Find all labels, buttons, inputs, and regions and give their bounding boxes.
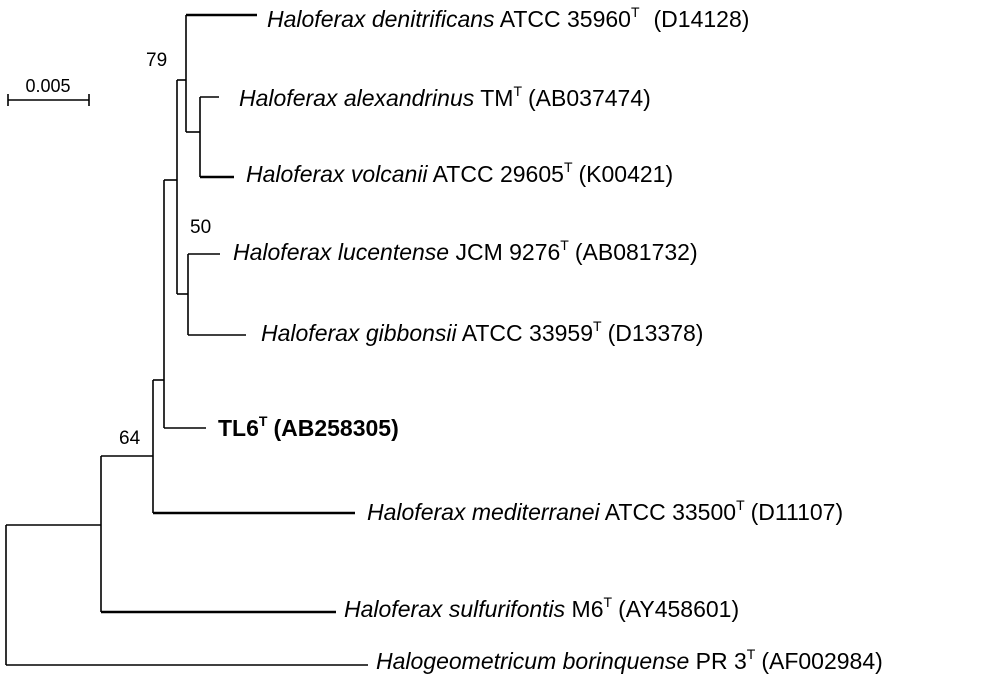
taxon-label-volcanii: Haloferax volcanii ATCC 29605T (K00421): [246, 159, 673, 187]
bootstrap-values: 79 50 64: [119, 50, 211, 449]
tree-branches: [5, 13, 368, 666]
taxon-label-denitrificans: Haloferax denitrificans ATCC 35960T (D141…: [267, 4, 749, 32]
scale-bar-label: 0.005: [25, 76, 70, 96]
taxon-label-mediterranei: Haloferax mediterranei ATCC 33500T (D1110…: [367, 497, 843, 525]
taxon-label-borinquense: Halogeometricum borinquense PR 3T (AF0029…: [376, 646, 883, 674]
taxon-label-lucentense: Haloferax lucentense JCM 9276T (AB081732): [233, 237, 698, 265]
taxon-label-sulfurifontis: Haloferax sulfurifontis M6T (AY458601): [344, 594, 739, 622]
bootstrap-64: 64: [119, 428, 141, 449]
taxon-label-alexandrinus: Haloferax alexandrinus TMT (AB037474): [239, 83, 651, 111]
bootstrap-79: 79: [146, 50, 167, 71]
scale-bar: 0.005: [7, 76, 90, 106]
taxon-labels: Haloferax denitrificans ATCC 35960T (D141…: [218, 4, 883, 674]
taxon-label-gibbonsii: Haloferax gibbonsii ATCC 33959T (D13378): [261, 318, 703, 346]
taxon-label-tl6: TL6T (AB258305): [218, 413, 399, 441]
bootstrap-50: 50: [190, 217, 211, 238]
